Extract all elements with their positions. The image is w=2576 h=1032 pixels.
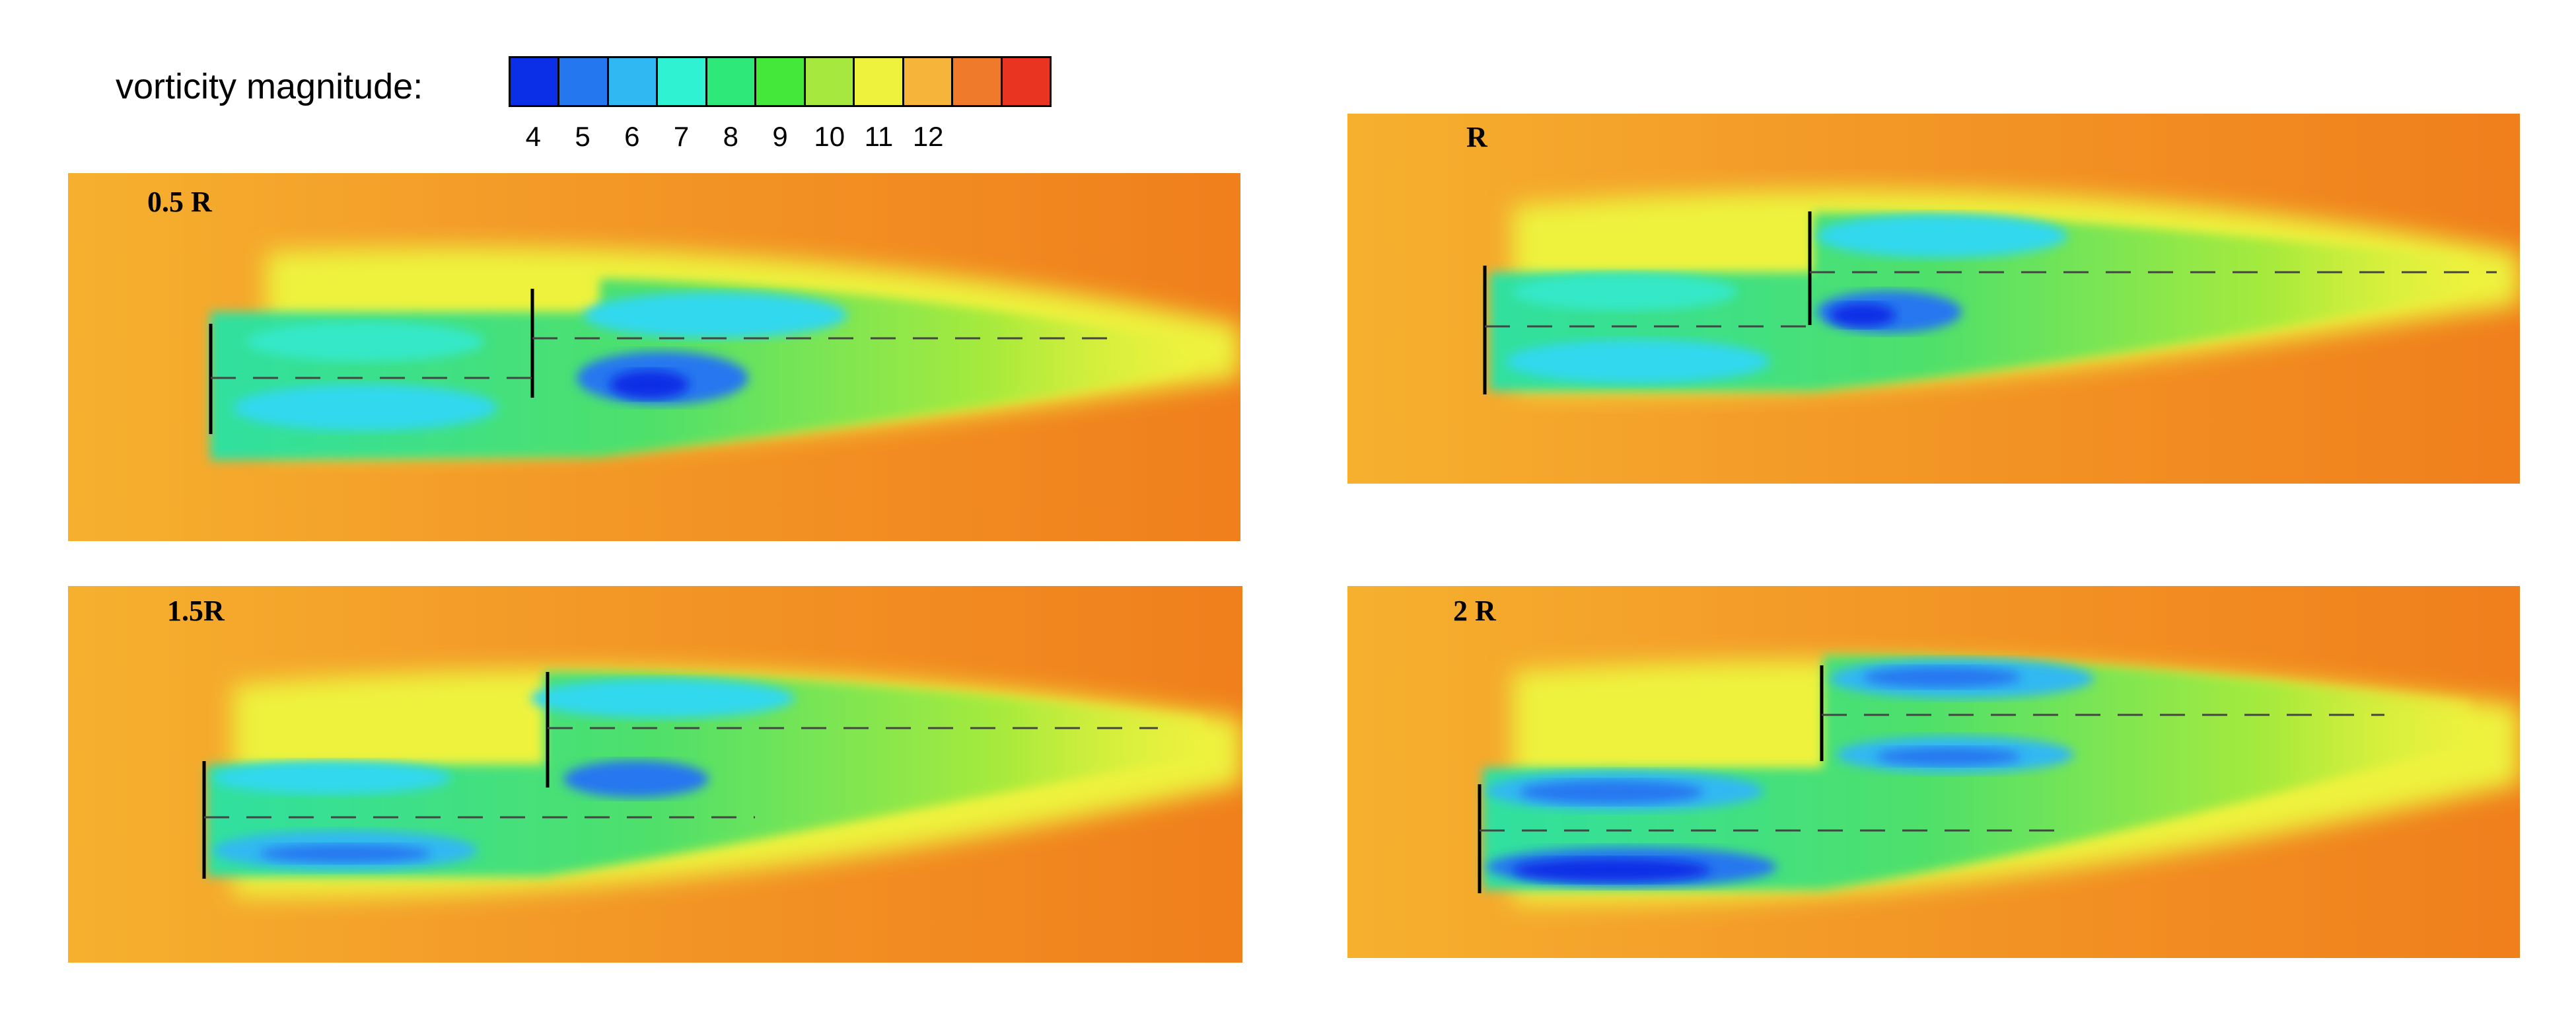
panel-label: 2 R xyxy=(1453,595,1496,627)
colorbar-segment xyxy=(559,58,609,105)
colorbar-tick-label: 12 xyxy=(912,121,944,152)
colorbar-segment xyxy=(511,58,560,105)
colorbar-tick-label: 8 xyxy=(723,121,738,152)
colorbar-segment xyxy=(707,58,757,105)
panel-0.5R: 0.5 R xyxy=(68,173,1240,541)
colorbar-segment xyxy=(805,58,855,105)
panel-1.5R: 1.5R xyxy=(68,586,1242,963)
panel-label: R xyxy=(1466,121,1487,153)
colorbar-segment xyxy=(953,58,1003,105)
panel-label: 0.5 R xyxy=(147,186,212,218)
colorbar xyxy=(509,56,1052,107)
colorbar-tick-label: 9 xyxy=(772,121,788,152)
colorbar-segment xyxy=(855,58,904,105)
colorbar-segment xyxy=(904,58,954,105)
colorbar-tick-label: 4 xyxy=(525,121,542,152)
colorbar-segment xyxy=(756,58,806,105)
colorbar-tick-label: 7 xyxy=(673,121,690,152)
colorbar-tick-label: 10 xyxy=(814,121,845,152)
panel-label: 1.5R xyxy=(167,595,225,627)
colorbar-segment xyxy=(1002,58,1050,105)
colorbar-segment xyxy=(608,58,659,105)
colorbar-segment xyxy=(658,58,707,105)
colorbar-tick-label: 11 xyxy=(864,121,894,152)
panel-2R: 2 R xyxy=(1347,586,2520,958)
colorbar-tick-label: 6 xyxy=(624,121,640,152)
legend-title: vorticity magnitude: xyxy=(116,67,423,106)
panel-R: R xyxy=(1347,114,2520,484)
colorbar-tick-label: 5 xyxy=(575,121,590,152)
